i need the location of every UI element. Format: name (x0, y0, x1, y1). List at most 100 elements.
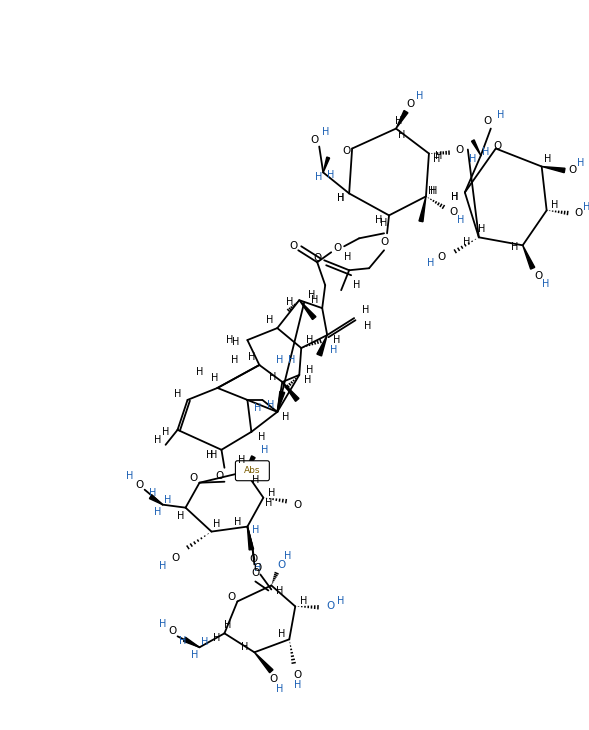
Text: H: H (267, 400, 274, 410)
Text: H: H (511, 242, 518, 253)
Text: O: O (168, 626, 177, 637)
Text: H: H (337, 596, 345, 607)
Text: H: H (287, 355, 295, 365)
Text: O: O (269, 675, 277, 684)
Text: H: H (206, 450, 213, 460)
Text: H: H (353, 280, 361, 291)
Text: Abs: Abs (244, 466, 260, 475)
Text: H: H (451, 193, 459, 202)
Text: H: H (542, 279, 550, 289)
Text: O: O (407, 99, 415, 109)
Text: H: H (375, 215, 383, 226)
FancyBboxPatch shape (236, 461, 269, 481)
Text: H: H (177, 510, 184, 520)
Text: H: H (276, 684, 283, 694)
Text: H: H (333, 335, 341, 345)
Text: O: O (380, 237, 388, 247)
Polygon shape (472, 140, 481, 155)
Text: O: O (310, 134, 318, 145)
Text: O: O (293, 670, 302, 680)
Text: H: H (277, 629, 285, 639)
Text: O: O (535, 272, 543, 281)
Text: H: H (126, 471, 133, 481)
Polygon shape (396, 110, 408, 128)
Text: H: H (310, 295, 318, 305)
Polygon shape (282, 382, 299, 402)
Text: H: H (174, 389, 181, 399)
Text: H: H (266, 315, 273, 325)
Text: H: H (213, 634, 220, 643)
Text: H: H (254, 403, 261, 413)
Text: O: O (456, 145, 464, 155)
Text: H: H (252, 474, 259, 485)
Text: O: O (135, 480, 144, 490)
Text: O: O (171, 553, 180, 563)
Text: H: H (416, 91, 423, 101)
Text: H: H (276, 586, 283, 596)
Text: H: H (583, 202, 589, 212)
Text: H: H (330, 345, 338, 355)
Text: O: O (568, 166, 577, 175)
Text: H: H (300, 596, 307, 607)
Text: H: H (231, 337, 239, 347)
Text: H: H (252, 525, 259, 534)
Text: H: H (322, 126, 329, 137)
Text: O: O (326, 602, 335, 612)
Text: H: H (276, 355, 283, 365)
Text: O: O (494, 141, 502, 150)
Text: O: O (190, 473, 198, 483)
Text: H: H (241, 642, 248, 653)
Text: O: O (216, 471, 224, 481)
Text: O: O (574, 208, 583, 218)
Text: H: H (434, 153, 441, 164)
Text: H: H (380, 218, 388, 228)
Text: O: O (289, 242, 297, 251)
Text: H: H (213, 518, 220, 529)
Text: H: H (337, 193, 345, 204)
Text: H: H (261, 445, 268, 455)
Text: O: O (484, 115, 492, 126)
Text: H: H (179, 637, 186, 646)
Text: O: O (450, 207, 458, 218)
Text: H: H (430, 186, 438, 196)
Text: O: O (342, 145, 350, 155)
Polygon shape (184, 637, 200, 648)
Text: H: H (293, 680, 301, 690)
Text: H: H (254, 563, 261, 572)
Polygon shape (522, 245, 535, 269)
Polygon shape (542, 166, 565, 173)
Text: H: H (457, 215, 465, 226)
Text: O: O (227, 593, 236, 602)
Text: O: O (313, 253, 322, 264)
Text: H: H (234, 517, 241, 526)
Text: O: O (253, 563, 262, 572)
Text: H: H (307, 290, 315, 300)
Text: H: H (451, 193, 459, 202)
Polygon shape (247, 526, 254, 550)
Text: H: H (463, 237, 471, 247)
Text: H: H (551, 201, 558, 210)
Polygon shape (246, 456, 255, 472)
Text: O: O (249, 553, 257, 564)
Text: H: H (226, 335, 233, 345)
Text: H: H (362, 305, 370, 315)
Polygon shape (150, 495, 163, 504)
Text: H: H (154, 507, 161, 517)
Text: H: H (345, 253, 352, 262)
Text: H: H (365, 321, 372, 331)
Text: H: H (264, 498, 272, 507)
Text: H: H (164, 495, 171, 504)
Text: O: O (438, 253, 446, 262)
Text: H: H (286, 297, 293, 307)
Polygon shape (323, 157, 330, 172)
Text: H: H (269, 372, 276, 382)
Text: H: H (577, 158, 584, 169)
Text: H: H (469, 153, 477, 164)
Polygon shape (277, 391, 284, 412)
Text: H: H (478, 224, 485, 234)
Polygon shape (254, 653, 273, 673)
Text: H: H (210, 450, 217, 460)
Text: H: H (159, 561, 166, 571)
Text: H: H (303, 375, 311, 385)
Text: O: O (277, 559, 286, 569)
